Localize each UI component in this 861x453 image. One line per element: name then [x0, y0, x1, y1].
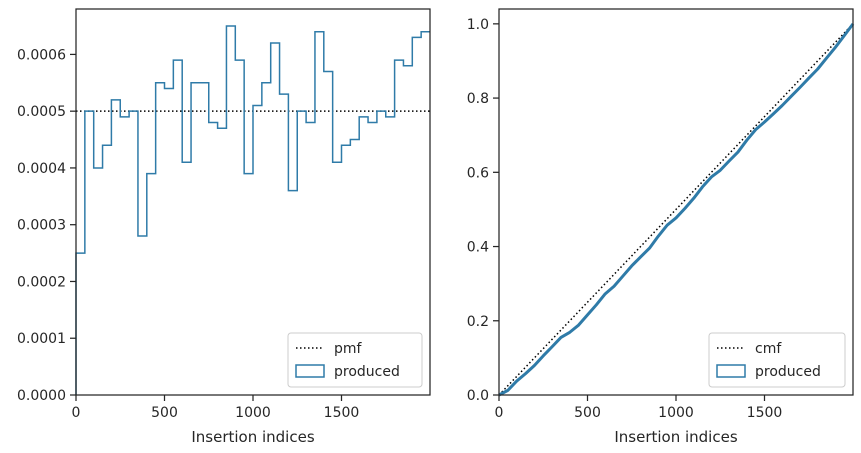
cmf-panel: 0 500 1000 1500 0.0 0.2 0.4 0.6 0.8 1.0 Insertion … — [467, 8, 855, 446]
pmf-panel: 0 500 1000 1500 0.0000 0.0001 0.0002 0.0003 0.00… — [17, 8, 431, 446]
x-tick-label: 500 — [151, 405, 178, 421]
legend-label: produced — [755, 364, 821, 380]
y-tick-label: 0.8 — [467, 91, 489, 107]
legend: cmf produced — [708, 332, 846, 388]
x-tick-label: 0 — [72, 405, 81, 421]
y-tick-label: 0.0003 — [17, 218, 66, 234]
y-tick-label: 0.2 — [467, 314, 489, 330]
x-axis-label: Insertion indices — [191, 428, 314, 446]
produced-histogram-step — [75, 25, 430, 395]
y-tick-label: 0.6 — [467, 165, 489, 181]
x-axis-label: Insertion indices — [614, 428, 737, 446]
y-tick-label: 0.0006 — [17, 47, 66, 63]
x-tick-label: 0 — [495, 405, 504, 421]
x-tick-label: 1500 — [747, 405, 783, 421]
legend-label: pmf — [334, 341, 363, 357]
cmf-reference-line — [498, 23, 854, 396]
legend-label: cmf — [755, 341, 782, 357]
y-tick-label: 0.0004 — [17, 161, 66, 177]
y-tick-label: 0.0000 — [17, 388, 66, 404]
legend-box — [287, 332, 423, 388]
y-tick-label: 0.0005 — [17, 104, 66, 120]
legend-label: produced — [334, 364, 400, 380]
y-tick-label: 0.0 — [467, 388, 489, 404]
x-tick-label: 500 — [574, 405, 601, 421]
x-tick-label: 1000 — [658, 405, 694, 421]
x-tick-label: 1500 — [324, 405, 360, 421]
legend-swatch-produced — [716, 364, 746, 378]
x-tick-label: 1000 — [235, 405, 271, 421]
y-tick-label: 0.0002 — [17, 274, 66, 290]
y-tick-label: 1.0 — [467, 17, 489, 33]
y-tick-label: 0.4 — [467, 240, 489, 256]
legend-box — [708, 332, 846, 388]
legend-swatch-produced — [295, 364, 325, 378]
produced-cumulative-line — [498, 22, 855, 397]
y-tick-label: 0.0001 — [17, 331, 66, 347]
legend: pmf produced — [287, 332, 423, 388]
